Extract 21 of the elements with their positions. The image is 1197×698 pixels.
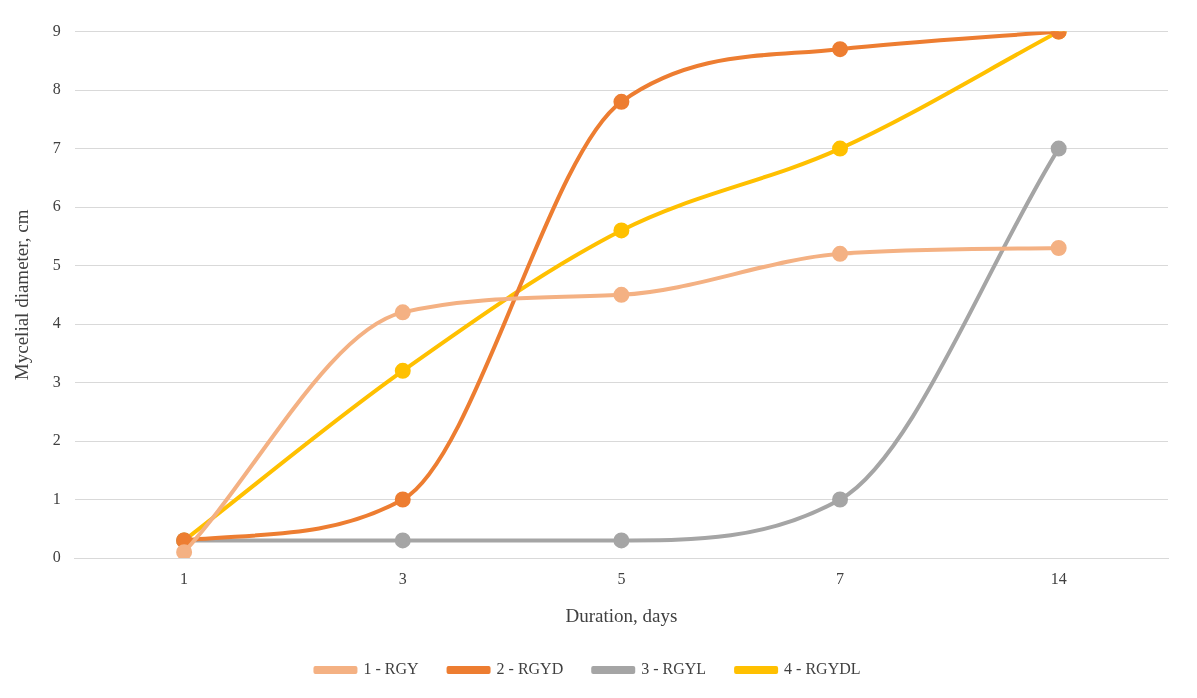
- legend-label: 1 - RGY: [363, 660, 420, 678]
- y-tick-label: 0: [52, 548, 61, 566]
- x-axis-title: Duration, days: [565, 604, 678, 626]
- y-axis-title: Mycelial diameter, cm: [11, 209, 33, 381]
- x-tick-label: 5: [617, 569, 626, 587]
- x-tick-label: 3: [398, 569, 407, 587]
- y-tick-label: 4: [52, 314, 61, 332]
- legend-label: 3 - RGYL: [641, 660, 707, 678]
- x-tick-label: 7: [836, 569, 845, 587]
- y-tick-label: 7: [52, 138, 61, 156]
- x-tick-label: 1: [180, 569, 189, 587]
- legend-label: 2 - RGYD: [496, 660, 564, 678]
- y-tick-label: 6: [52, 197, 61, 215]
- legend-label: 4 - RGYDL: [784, 660, 861, 678]
- y-tick-label: 3: [52, 372, 61, 390]
- y-tick-label: 2: [52, 431, 61, 449]
- x-tick-label: 14: [1050, 569, 1067, 587]
- y-tick-label: 9: [52, 21, 61, 39]
- y-tick-label: 8: [52, 80, 61, 98]
- y-tick-label: 1: [52, 489, 61, 507]
- y-tick-label: 5: [52, 255, 61, 273]
